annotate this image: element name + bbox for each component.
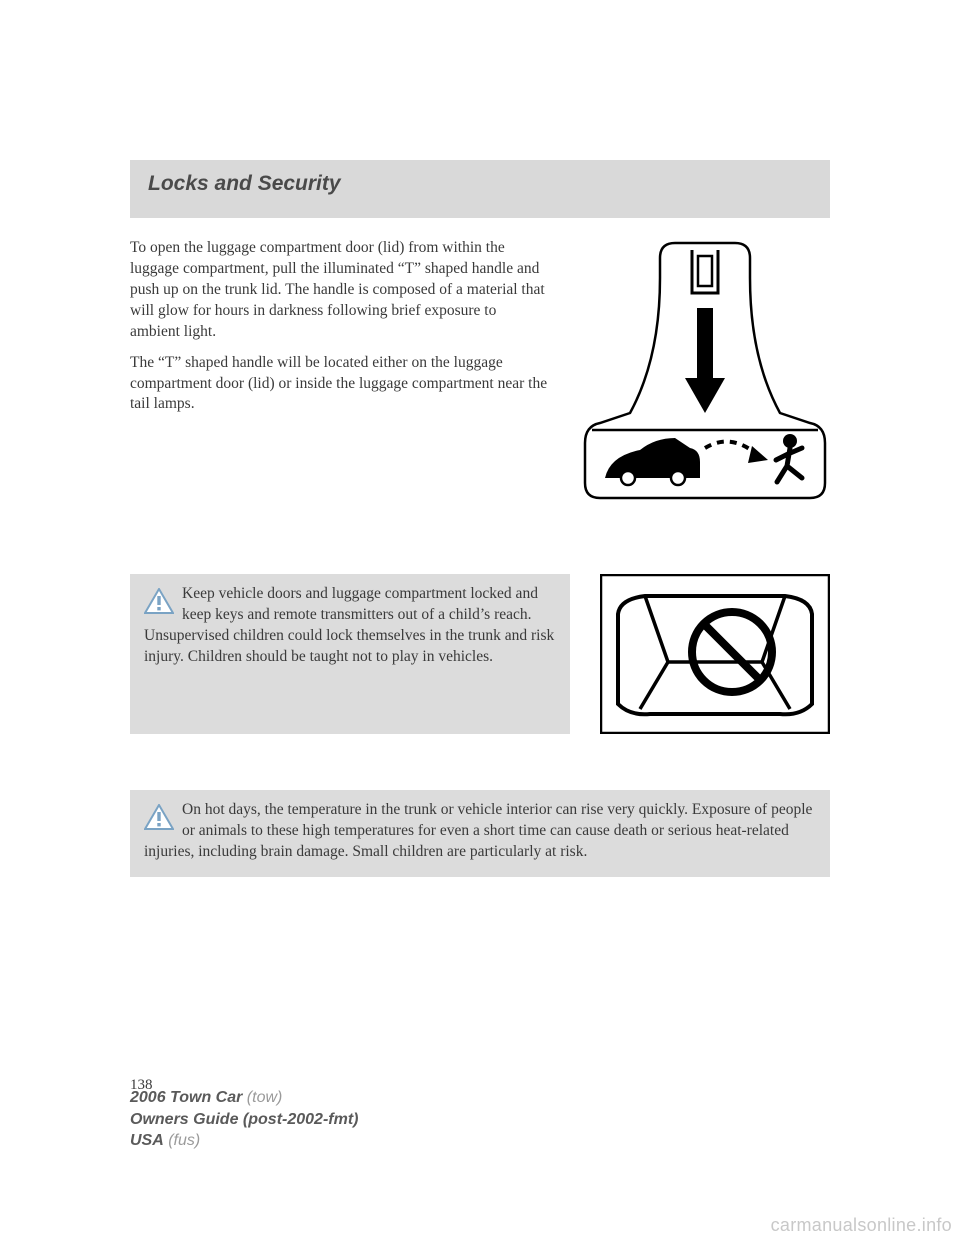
t-handle-illustration	[580, 238, 830, 528]
footer-guide: Owners Guide (post-2002-fmt)	[130, 1111, 358, 1128]
footer-region-code: (fus)	[164, 1132, 200, 1149]
footer-model: 2006 Town Car	[130, 1089, 242, 1106]
intro-row: To open the luggage compartment door (li…	[130, 238, 830, 528]
section-title: Locks and Security	[148, 172, 812, 196]
warning-icon	[144, 804, 174, 830]
footer-region: USA	[130, 1132, 164, 1149]
warning-1-text: Keep vehicle doors and luggage compartme…	[144, 585, 554, 665]
warning-icon	[144, 588, 174, 614]
footer: 2006 Town Car (tow) Owners Guide (post-2…	[130, 1087, 358, 1152]
paragraph-1: To open the luggage compartment door (li…	[130, 238, 550, 343]
warning1-row: Keep vehicle doors and luggage compartme…	[130, 574, 830, 734]
intro-text: To open the luggage compartment door (li…	[130, 238, 550, 528]
no-trunk-illustration	[600, 574, 830, 734]
footer-model-code: (tow)	[242, 1089, 282, 1106]
warning-box-1: Keep vehicle doors and luggage compartme…	[130, 574, 570, 734]
warning-box-2: On hot days, the temperature in the trun…	[130, 790, 830, 877]
section-header: Locks and Security	[130, 160, 830, 218]
paragraph-2: The “T” shaped handle will be located ei…	[130, 353, 550, 416]
watermark: carmanualsonline.info	[771, 1215, 952, 1236]
warning-2-text: On hot days, the temperature in the trun…	[144, 801, 812, 860]
